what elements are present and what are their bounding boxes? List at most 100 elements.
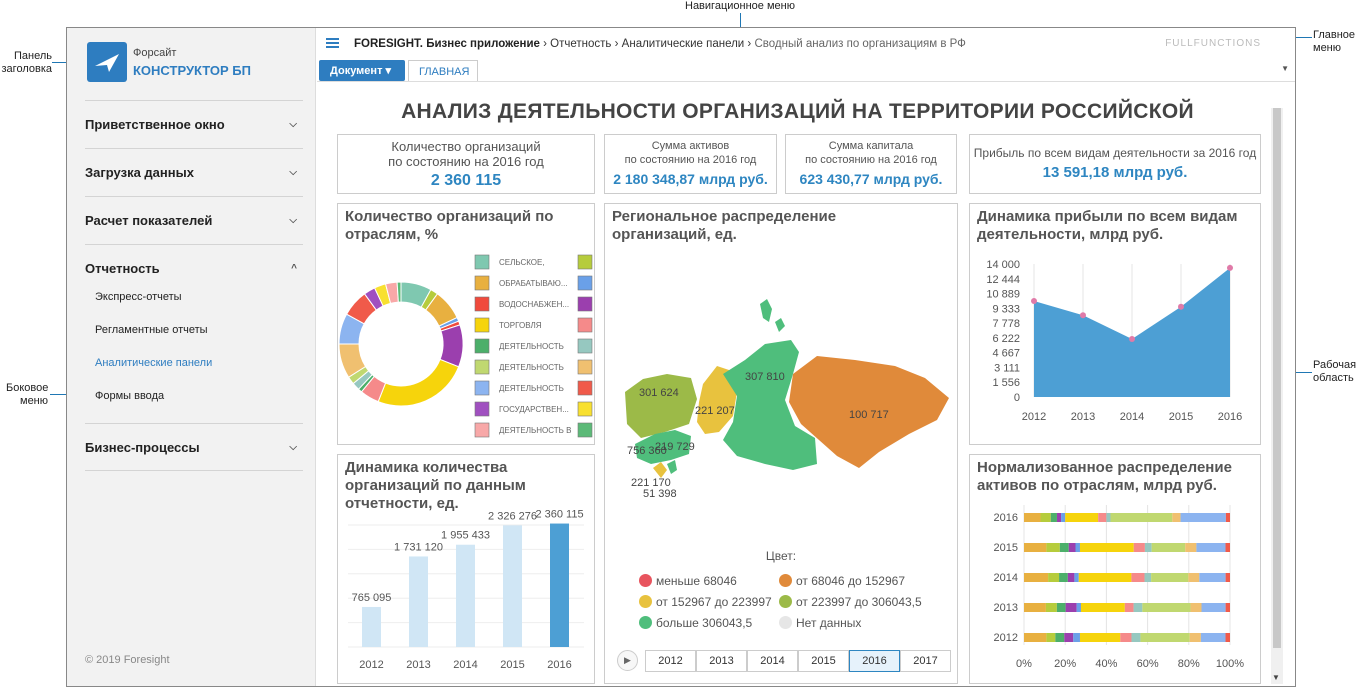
stack-segment (1059, 543, 1069, 552)
map-legend-title: Цвет: (765, 549, 797, 563)
stack-segment (1065, 603, 1077, 612)
stack-segment (1131, 633, 1141, 642)
stack-segment (1076, 603, 1081, 612)
stack-segment (1172, 513, 1181, 522)
donut-slice (377, 358, 460, 407)
map-region-orange (789, 356, 949, 468)
stack-segment (1075, 543, 1080, 552)
russia-map[interactable]: 307 810 301 624 221 207 100 717 756 360 … (605, 274, 957, 534)
sidebar-item-regulated[interactable]: Регламентные отчеты (95, 324, 208, 336)
document-button[interactable]: Документ ▾ (319, 60, 405, 81)
map-value: 756 360 (627, 445, 667, 457)
legend-label: СЕЛЬСКОЕ, (499, 258, 545, 267)
breadcrumb-dashboards[interactable]: Аналитические панели (621, 38, 745, 50)
x-tick-label: 2013 (1071, 411, 1095, 423)
stack-segment (1024, 573, 1049, 582)
play-button[interactable]: ▶ (617, 650, 638, 671)
legend-swatch (474, 317, 490, 333)
x-tick-label: 2014 (1120, 411, 1144, 423)
stack-segment (1061, 513, 1066, 522)
year-button-2017[interactable]: 2017 (900, 650, 951, 672)
sidebar-item-forms[interactable]: Формы ввода (95, 390, 165, 402)
hamburger-icon[interactable] (326, 38, 339, 48)
sidebar-item-express[interactable]: Экспресс-отчеты (95, 291, 182, 303)
map-region-green-east (723, 340, 817, 470)
stack-segment (1188, 573, 1200, 582)
panel-org-bars: Динамика количества организаций по данным… (337, 454, 595, 684)
panel-title: Нормализованное распределение активов по … (977, 459, 1232, 494)
stack-segment (1124, 603, 1134, 612)
chevron-up-icon: ^ (291, 263, 297, 274)
bar (550, 523, 569, 647)
stack-segment (1064, 633, 1074, 642)
logo-icon[interactable] (87, 42, 127, 82)
legend-swatch (577, 401, 593, 417)
stack-segment (1024, 633, 1047, 642)
scrollbar[interactable]: ▼ (1271, 108, 1283, 684)
year-button-2016[interactable]: 2016 (849, 650, 900, 672)
year-button-2015[interactable]: 2015 (798, 650, 849, 672)
legend-swatch (474, 359, 490, 375)
header: FORESIGHT. Бизнес приложение › Отчетност… (317, 28, 1295, 86)
stack-segment (1225, 573, 1230, 582)
bar (503, 525, 522, 647)
y-tick-label: 14 000 (986, 259, 1020, 271)
callout-header-panel: Панель заголовка (1, 50, 52, 75)
map-region-yellow (697, 366, 737, 434)
stack-segment (1055, 633, 1065, 642)
sidebar-section-welcome[interactable]: Приветственное окно ⌵ (85, 100, 303, 148)
breadcrumb-reports[interactable]: Отчетность (550, 38, 612, 50)
logo-title: Форсайт (133, 47, 177, 59)
copyright: © 2019 Foresight (85, 654, 170, 666)
map-value: 219 729 (655, 441, 695, 453)
legend-label: ОБРАБАТЫВАЮ... (499, 279, 568, 288)
legend-dot (779, 595, 792, 608)
breadcrumb: FORESIGHT. Бизнес приложение › Отчетност… (354, 38, 966, 50)
map-region-green-small (667, 460, 677, 474)
panel-assets-stacked: Нормализованное распределение активов по … (969, 454, 1261, 684)
chevron-down-icon: ⌵ (289, 119, 297, 130)
sidebar-section-bp[interactable]: Бизнес-процессы ⌵ (85, 423, 303, 471)
sidebar-item-dashboards[interactable]: Аналитические панели (95, 357, 213, 369)
map-value: 221 170 (631, 477, 671, 489)
x-tick-label: 60% (1137, 658, 1159, 670)
sidebar-section-calc[interactable]: Расчет показателей ⌵ (85, 196, 303, 244)
breadcrumb-app[interactable]: FORESIGHT. Бизнес приложение (354, 38, 540, 50)
map-legend: меньше 68046 от 68046 до 152967 от 152967 … (639, 574, 959, 636)
year-button-2012[interactable]: 2012 (645, 650, 696, 672)
kpi-capital: Сумма капитала по состоянию на 2016 год … (785, 134, 957, 194)
y-tick-label: 7 778 (992, 318, 1020, 330)
legend-swatch (577, 422, 593, 438)
y-tick-label: 2015 (994, 542, 1018, 554)
user-name[interactable]: FULLFUNCTIONS (1165, 38, 1261, 49)
x-tick-label: 40% (1095, 658, 1117, 670)
x-tick-label: 20% (1054, 658, 1076, 670)
stack-segment (1140, 633, 1190, 642)
chevron-down-icon: ⌵ (289, 442, 297, 453)
stack-segment (1073, 633, 1080, 642)
legend-swatch (474, 380, 490, 396)
chevron-down-icon[interactable]: ▼ (1281, 64, 1289, 73)
legend-swatch (474, 338, 490, 354)
stack-segment (1225, 543, 1230, 552)
map-value: 301 624 (639, 387, 679, 399)
sidebar-section-reports[interactable]: Отчетность ^ (85, 244, 303, 284)
legend-label: больше 306043,5 (656, 616, 753, 630)
year-button-2014[interactable]: 2014 (747, 650, 798, 672)
scroll-down-icon[interactable]: ▼ (1272, 673, 1280, 682)
stack-segment (1151, 543, 1186, 552)
stack-segment (1080, 603, 1125, 612)
legend-swatch (577, 296, 593, 312)
tab-main[interactable]: ГЛАВНАЯ (408, 60, 478, 82)
map-value: 221 207 (695, 405, 735, 417)
legend-dot (779, 574, 792, 587)
kpi-profit: Прибыль по всем видам деятельности за 20… (969, 134, 1261, 194)
sidebar-section-loading[interactable]: Загрузка данных ⌵ (85, 148, 303, 196)
scrollbar-thumb[interactable] (1273, 108, 1281, 648)
year-button-2013[interactable]: 2013 (696, 650, 747, 672)
data-point (1031, 298, 1037, 305)
legend-swatch (474, 422, 490, 438)
stack-segment (1151, 573, 1189, 582)
legend-label: ВОДОСНАБЖЕН... (499, 300, 569, 309)
callout-work-area: Рабочая область (1313, 359, 1356, 384)
